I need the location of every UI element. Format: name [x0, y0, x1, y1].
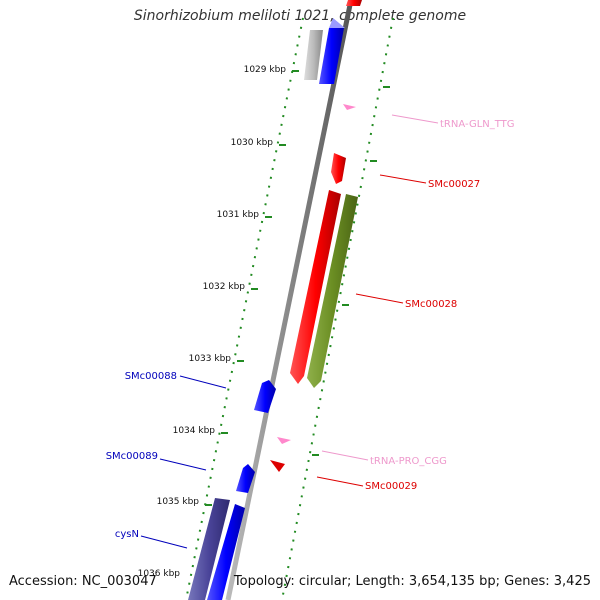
tick-label: 1033 kbp	[189, 354, 232, 364]
gc-track-right	[281, 17, 394, 600]
gene-blue-top-arrow	[329, 18, 345, 28]
tick-label: 1031 kbp	[217, 210, 260, 220]
tick-label: 1036 kbp	[138, 569, 181, 579]
tick-label: 1035 kbp	[157, 497, 200, 507]
leader-smc00029	[316, 476, 364, 487]
gene-grey-top[interactable]	[304, 30, 323, 80]
gene-smc00027[interactable]	[331, 153, 346, 184]
label-trna-pro[interactable]: tRNA-PRO_CGG	[370, 456, 447, 467]
topology-text: Topology: circular; Length: 3,654,135 bp…	[233, 574, 591, 589]
tick: 1034 kbp	[173, 426, 228, 436]
label-smc00088[interactable]: SMc00088	[125, 371, 177, 382]
label-cysn[interactable]: cysN	[115, 529, 139, 540]
tick-label: 1029 kbp	[244, 65, 287, 75]
gene-smc00029[interactable]	[270, 460, 285, 472]
leader-trna-gln	[391, 114, 439, 124]
trna-pro-marker[interactable]	[277, 437, 291, 444]
tick: 1031 kbp	[217, 210, 272, 220]
tick: 1036 kbp	[138, 569, 181, 579]
tick: 1030 kbp	[231, 138, 286, 148]
tick-label: 1032 kbp	[203, 282, 246, 292]
coordinate-ticks: 1029 kbp 1030 kbp 1031 kbp 1032 kbp 1033…	[138, 65, 390, 579]
leader-cysn	[140, 535, 188, 549]
genome-title: Sinorhizobium meliloti 1021, complete ge…	[133, 8, 467, 24]
tick: 1033 kbp	[189, 354, 244, 364]
label-smc00027[interactable]: SMc00027	[428, 179, 480, 190]
leader-trna-pro	[321, 450, 369, 461]
tick-label: 1034 kbp	[173, 426, 216, 436]
label-smc00028[interactable]: SMc00028	[405, 299, 457, 310]
gene-green-operon[interactable]	[307, 194, 358, 388]
gene-smc00089[interactable]	[236, 464, 255, 493]
gene-smc00088[interactable]	[254, 380, 276, 413]
accession-text: Accession: NC_003047	[9, 574, 157, 589]
label-trna-gln[interactable]: tRNA-GLN_TTG	[440, 119, 515, 130]
leader-smc00089	[159, 458, 207, 471]
tick-label: 1030 kbp	[231, 138, 274, 148]
leader-smc00027	[379, 174, 427, 184]
label-smc00089[interactable]: SMc00089	[106, 451, 158, 462]
gene-blue-top[interactable]	[319, 28, 344, 84]
trna-gln-marker[interactable]	[343, 104, 356, 110]
gene-cysn[interactable]	[207, 504, 245, 600]
leader-smc00028	[355, 293, 404, 304]
gene-partial-top[interactable]	[346, 0, 362, 6]
tick: 1029 kbp	[244, 65, 299, 75]
label-smc00029[interactable]: SMc00029	[365, 481, 417, 492]
tick: 1035 kbp	[157, 497, 212, 507]
leader-smc00088	[179, 375, 227, 389]
gene-smc00028[interactable]	[290, 190, 341, 384]
gene-purple-operon[interactable]	[188, 498, 230, 600]
tick: 1032 kbp	[203, 282, 258, 292]
